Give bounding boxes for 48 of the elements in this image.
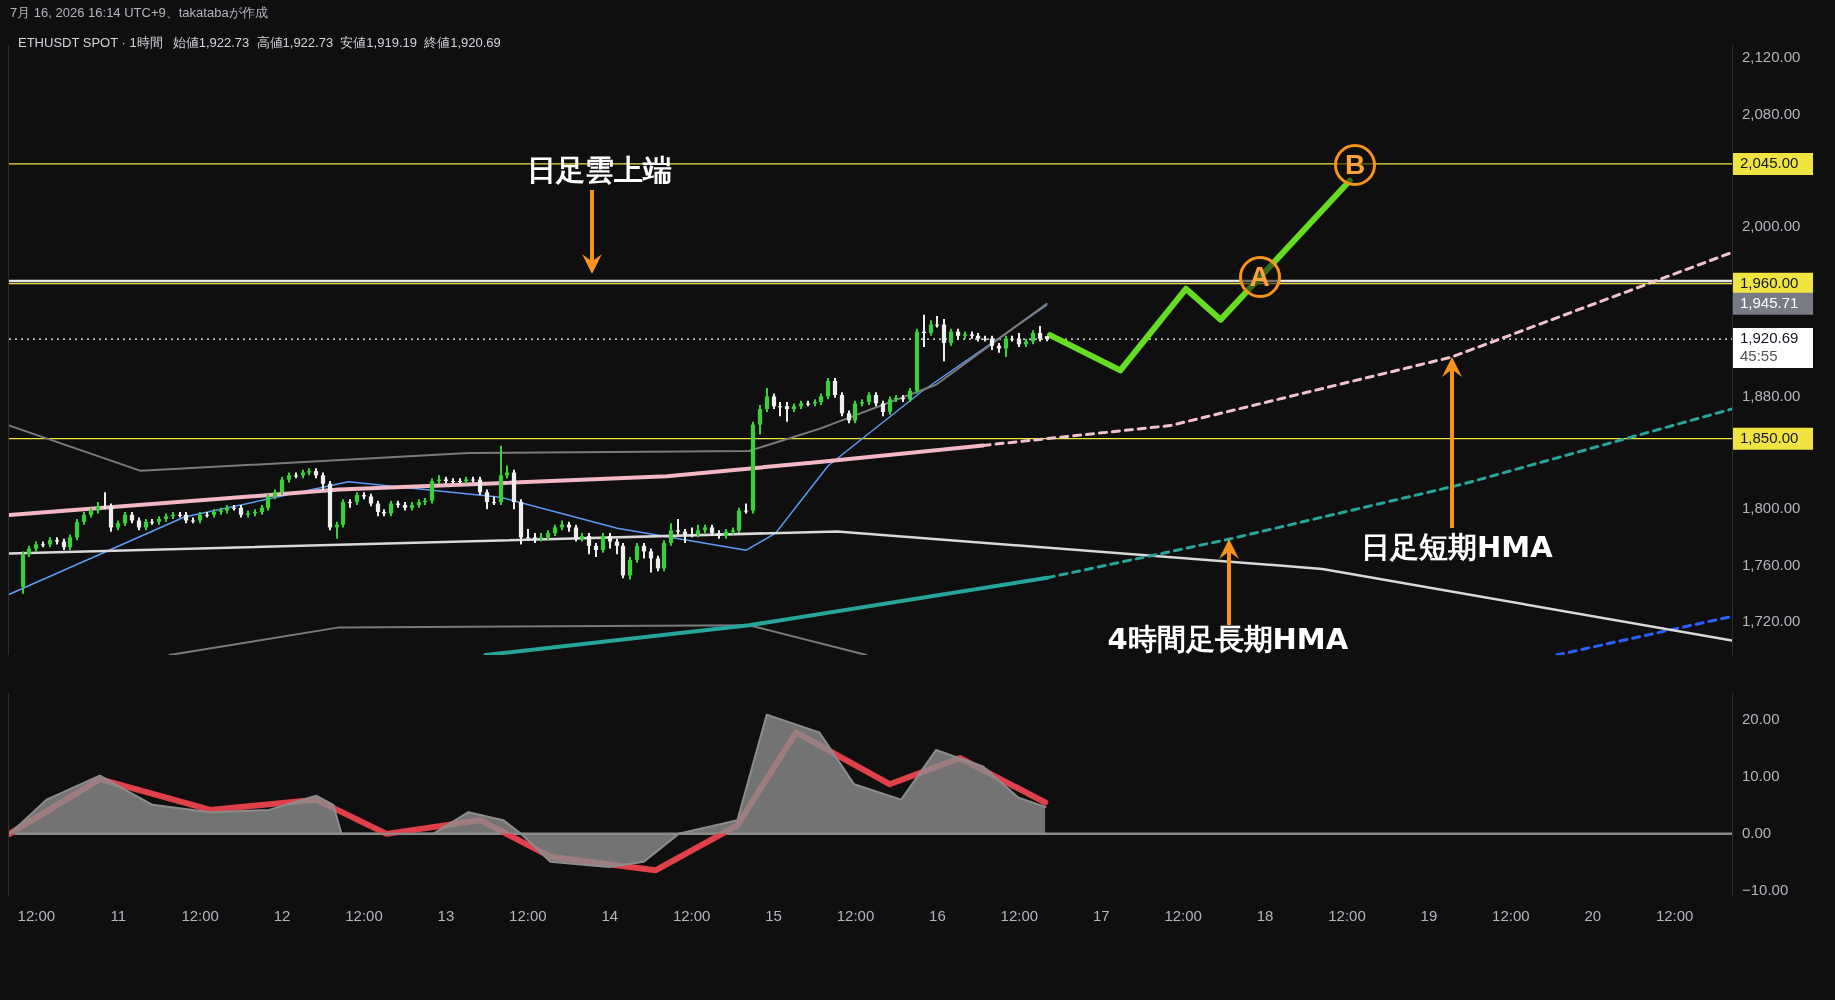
y-tick-label: 2,120.00	[1742, 48, 1801, 66]
x-tick-label: 16	[929, 907, 946, 925]
circle-outline: B	[1334, 144, 1377, 187]
y-tick-label: 1,800.00	[1742, 499, 1801, 517]
circle-outline: A	[1238, 255, 1281, 298]
text: 45:55	[1740, 347, 1778, 365]
x-tick-label: 12	[273, 907, 291, 925]
x-tick-label: 12:00	[1000, 907, 1039, 925]
x-tick-label: 12:00	[509, 907, 547, 925]
x-tick-label: 19	[1420, 907, 1438, 925]
annotation: 4時間足長期HMA	[1107, 622, 1349, 657]
ref-line-label: 1,850.00	[1740, 428, 1799, 446]
x-tick-label: 15	[765, 907, 782, 925]
y-tick-label: −10.00	[1742, 881, 1789, 899]
x-tick-label: 11	[110, 907, 127, 925]
x-tick-label: 12:00	[836, 907, 875, 925]
x-tick-label: 12:00	[17, 907, 56, 925]
ref-line-label: 1,960.00	[1740, 273, 1799, 291]
x-tick-label: 13	[437, 907, 455, 925]
x-tick-label: 12:00	[1164, 907, 1202, 925]
x-tick-label: 12:00	[181, 907, 219, 925]
ref-line-label: 2,045.00	[1740, 154, 1799, 172]
text: 1,945.71	[1740, 293, 1799, 311]
x-tick-label: 12:00	[1492, 907, 1530, 925]
x-tick-label: 12:00	[672, 907, 711, 925]
x-tick-label: 18	[1256, 907, 1274, 925]
x-tick-label: 12:00	[1655, 907, 1694, 925]
y-tick-label: 1,720.00	[1742, 612, 1801, 630]
annotation: 日足雲上端	[526, 153, 672, 187]
annotation: B	[1345, 149, 1366, 181]
y-tick-label: 10.00	[1742, 766, 1780, 784]
y-tick-label: 1,880.00	[1742, 386, 1801, 404]
y-tick-label: 0.00	[1742, 823, 1772, 841]
x-tick-label: 14	[601, 907, 619, 925]
y-tick-label: 1,760.00	[1742, 555, 1801, 573]
y-tick-label: 20.00	[1742, 709, 1780, 727]
ref-line-label: 1,920.69	[1740, 329, 1799, 347]
x-tick-label: 12:00	[345, 907, 383, 925]
y-tick-label: 2,080.00	[1742, 104, 1801, 122]
x-tick-label: 12:00	[1328, 907, 1366, 925]
chart-title: ETHUSDT SPOT · 1時間	[18, 35, 163, 50]
annotation: 日足短期HMA	[1361, 530, 1553, 564]
x-tick-label: 20	[1584, 907, 1602, 925]
y-tick-label: 2,000.00	[1742, 217, 1801, 235]
text: 7月 16, 2026 16:14 UTC+9、takatabaが作成	[10, 4, 268, 22]
x-tick-label: 17	[1092, 907, 1110, 925]
annotation: A	[1249, 260, 1270, 292]
chart-subtitle: 始値1,922.73 高値1,922.73 安値1,919.19 終値1,920.69	[172, 35, 501, 50]
